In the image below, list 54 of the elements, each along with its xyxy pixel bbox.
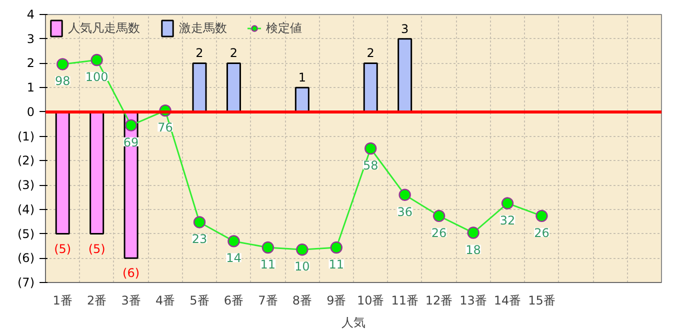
- data-label: 14: [226, 251, 242, 266]
- x-tick-label: 13番: [460, 294, 487, 308]
- x-tick-label: 3番: [121, 294, 141, 308]
- data-label: 2: [230, 46, 238, 60]
- x-tick-label: 11番: [391, 294, 418, 308]
- legend-label: 激走馬数: [179, 20, 227, 36]
- data-label: 98: [54, 74, 70, 88]
- x-tick-label: 2番: [87, 294, 107, 308]
- y-tick-label: (1): [18, 129, 34, 144]
- data-label: 36: [397, 204, 412, 219]
- data-label: 18: [466, 242, 481, 257]
- y-tick-label: 1: [26, 80, 35, 95]
- x-tick-label: 9番: [326, 294, 346, 308]
- y-tick-label: (3): [18, 178, 34, 192]
- x-tick-label: 14番: [494, 294, 522, 308]
- x-tick-label: 15番: [528, 294, 556, 308]
- data-label: (5): [54, 242, 72, 256]
- x-tick-label: 5番: [190, 294, 210, 308]
- data-label: 76: [158, 120, 173, 135]
- data-label: 3: [401, 22, 409, 36]
- data-label: 2: [366, 46, 374, 60]
- data-label: 69: [123, 135, 139, 150]
- data-label: 11: [260, 258, 276, 272]
- x-tick-label: 1番: [52, 294, 72, 308]
- data-label: 32: [500, 213, 516, 228]
- data-label: 26: [534, 226, 550, 240]
- x-tick-label: 12番: [425, 294, 453, 308]
- data-label: 1: [298, 70, 306, 85]
- x-tick-label: 10番: [356, 294, 384, 308]
- y-tick-label: 0: [26, 104, 35, 119]
- data-label: 23: [192, 232, 208, 246]
- y-tick-label: (7): [18, 276, 34, 290]
- data-label: 26: [431, 226, 447, 240]
- data-label: 10: [294, 260, 310, 274]
- y-tick-label: 4: [26, 8, 35, 22]
- y-tick-label: (5): [18, 226, 34, 241]
- y-tick-label: (4): [18, 202, 34, 216]
- data-label: 100: [85, 70, 108, 84]
- y-tick-label: 2: [26, 56, 35, 70]
- y-tick-label: (2): [18, 154, 34, 168]
- legend-label: 人気凡走馬数: [68, 20, 140, 36]
- data-label: 58: [362, 158, 378, 172]
- x-tick-label: 7番: [258, 294, 278, 308]
- data-label: (5): [88, 242, 106, 256]
- x-tick-label: 4番: [155, 294, 176, 308]
- data-label: 2: [196, 46, 204, 60]
- data-label: (6): [122, 266, 140, 280]
- y-tick-label: 3: [26, 32, 35, 46]
- x-tick-label: 8番: [292, 294, 312, 308]
- data-label: 11: [328, 258, 344, 272]
- x-tick-label: 6番: [224, 294, 244, 308]
- x-axis-title: 人気: [342, 316, 366, 330]
- y-tick-label: (6): [18, 251, 34, 266]
- legend-label: 検定値: [266, 20, 302, 36]
